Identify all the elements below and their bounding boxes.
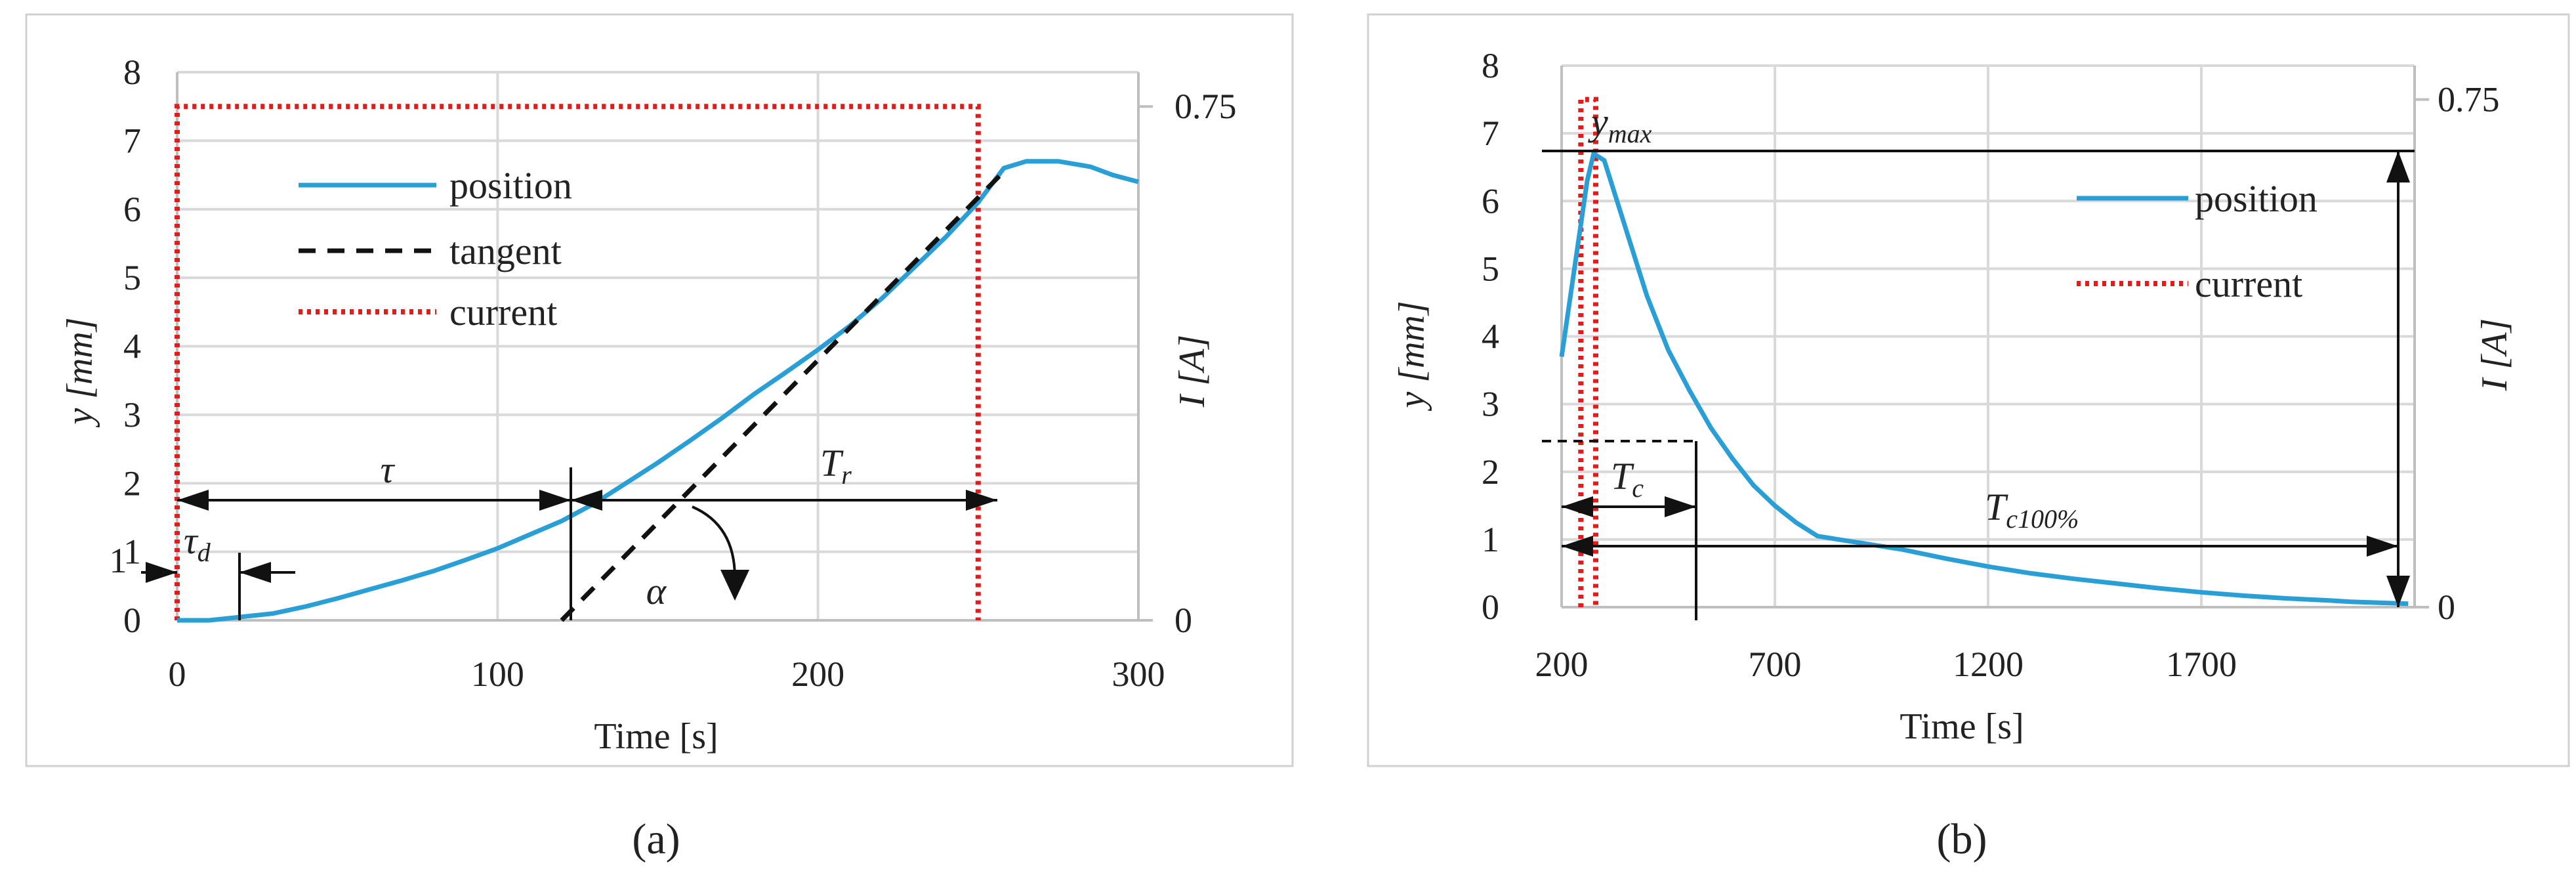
panel-b-ymax-arrowhead-bottom [2386, 576, 2410, 607]
panel-b-ymax-label: ymax [1588, 100, 1652, 148]
panel-b-annotations: ymax Tc Tc100% [1542, 100, 2415, 620]
panel-b-y-tick-right-1: 0.75 [2438, 80, 2500, 119]
panel-a-y-tick-left-4: 4 [123, 327, 141, 366]
panel-a-x-axis-title: Time [s] [594, 716, 718, 757]
panel-b-x-tick-1: 700 [1749, 645, 1802, 684]
panel-b-legend-position-label: position [2195, 177, 2317, 220]
panel-a-legend: position tangent current [299, 164, 572, 333]
panel-b-tc-arrowhead-left [1562, 496, 1593, 517]
panel-a-x-tick-3: 300 [1112, 654, 1165, 694]
panel-a-y-tick-right-1: 0.75 [1174, 87, 1237, 126]
panel-b-y-tick-left-8: 8 [1482, 46, 1499, 85]
panel-a-annotations: 1 τ τd Tr α [110, 442, 997, 620]
panel-a-tau-label: τ [381, 448, 396, 491]
panel-b-tc-label: Tc [1611, 455, 1644, 503]
panel-b-current-line [1578, 96, 1598, 607]
panel-b-y-tick-right-0: 0 [2438, 587, 2455, 627]
panel-a-tick-1-left-callout: 1 [110, 541, 127, 580]
panel-a-y-tick-left-3: 3 [123, 395, 141, 435]
panel-b-y-axis-title-right: I [A] [2474, 318, 2515, 391]
panel-a-tau-d-arrowhead-left [146, 562, 177, 583]
panel-a-alpha-arrowhead [720, 570, 749, 601]
panel-b: 0 1 2 3 4 5 6 7 8 200 700 1200 1700 0 0.75 Time [s] y … [1392, 46, 2515, 863]
panel-a-legend-position-label: position [449, 164, 572, 207]
panel-a-x-tick-2: 200 [791, 654, 844, 694]
panel-b-y-tick-left-3: 3 [1482, 385, 1499, 424]
panel-a-caption: (a) [632, 815, 680, 863]
panel-b-grid [1560, 64, 2416, 608]
panel-a-y-axis-title-left: y [mm] [60, 317, 100, 427]
panel-a-legend-current-label: current [449, 291, 557, 333]
panel-b-frame [1367, 13, 2570, 767]
panel-a-y-tick-right-0: 0 [1174, 601, 1192, 640]
panel-a-y-tick-left-6: 6 [123, 190, 141, 229]
panel-a-y-tick-left-2: 2 [123, 463, 141, 503]
panel-a-tau-d-arrowhead-right [239, 562, 271, 583]
panel-b-tc100-label: Tc100% [1985, 486, 2079, 534]
panel-a-tr-arrowhead-right [966, 490, 997, 511]
panel-b-legend: position current [2077, 177, 2317, 305]
panel-b-ymax-arrowhead-top [2386, 151, 2410, 182]
panel-b-y-tick-left-1: 1 [1482, 520, 1499, 559]
panel-b-ticks: 0 1 2 3 4 5 6 7 8 200 700 1200 1700 0 0.75 [1482, 46, 2500, 684]
panel-b-tc100-arrowhead-left [1562, 536, 1593, 557]
panel-a-tangent-line [560, 169, 1006, 622]
panel-a-x-tick-0: 0 [169, 654, 186, 694]
panel-a-tr-label: Tr [820, 442, 852, 490]
panel-a-y-tick-left-5: 5 [123, 258, 141, 297]
panel-b-y-tick-left-5: 5 [1482, 249, 1499, 288]
panel-b-tc100-arrowhead-right [2367, 536, 2398, 557]
panel-a-tr-arrowhead-left [571, 490, 602, 511]
panel-b-caption: (b) [1937, 815, 1987, 863]
panel-b-y-tick-left-4: 4 [1482, 317, 1499, 356]
panel-b-y-axis-title-left: y [mm] [1392, 301, 1432, 411]
panel-b-x-axis-title: Time [s] [1900, 706, 2024, 747]
panel-b-legend-current-label: current [2195, 263, 2302, 305]
panel-a-y-tick-left-1: 1 [123, 532, 141, 572]
panel-b-x-tick-0: 200 [1535, 645, 1589, 684]
panel-b-x-tick-2: 1200 [1953, 645, 2024, 684]
panel-a-tau-arrowhead-right [539, 490, 571, 511]
panel-a-y-axis-title-right: I [A] [1172, 335, 1213, 408]
panel-a-y-tick-left-8: 8 [123, 53, 141, 92]
panel-a-current-line [175, 104, 981, 620]
panel-b-y-tick-left-6: 6 [1482, 181, 1499, 221]
panel-a-y-tick-left-7: 7 [123, 121, 141, 160]
panel-b-y-tick-left-0: 0 [1482, 587, 1499, 627]
panel-a-alpha-arc [692, 505, 736, 578]
panel-a-frame [25, 13, 1294, 767]
panel-b-y-tick-left-2: 2 [1482, 452, 1499, 492]
panel-a-tau-arrowhead-left [177, 490, 209, 511]
panel-b-x-tick-3: 1700 [2166, 645, 2237, 684]
panel-a-alpha-label: α [646, 570, 667, 612]
panel-a-tau-d-label: τd [184, 519, 211, 567]
panel-a-position-line [177, 159, 1139, 623]
panel-b-y-tick-left-7: 7 [1482, 114, 1499, 153]
panel-b-position-line [1559, 150, 2409, 607]
panel-a-y-tick-left-0: 0 [123, 601, 141, 640]
panel-b-tc-arrowhead-right [1665, 496, 1696, 517]
panel-a-x-tick-1: 100 [471, 654, 524, 694]
panel-a-legend-tangent-label: tangent [449, 230, 562, 272]
